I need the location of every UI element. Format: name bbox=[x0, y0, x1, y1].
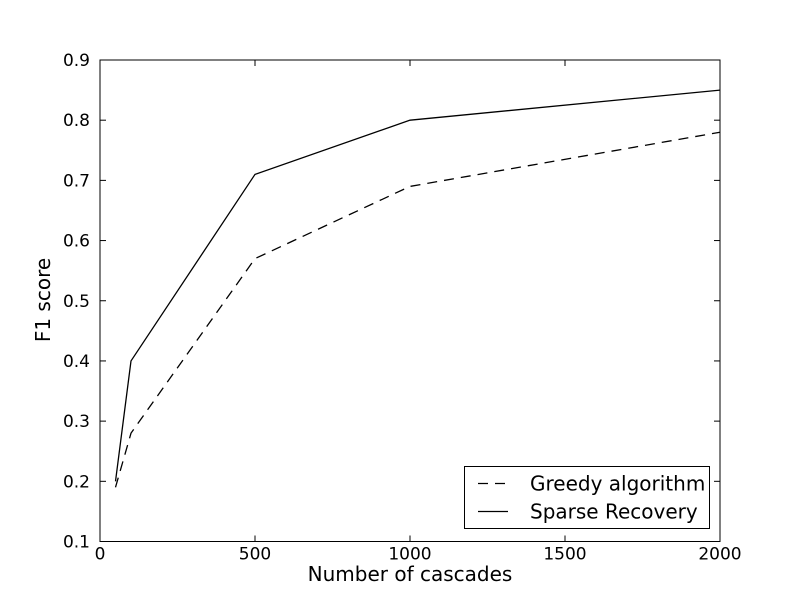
y-tick-label: 0.9 bbox=[63, 51, 90, 71]
x-tick-label: 500 bbox=[239, 545, 271, 565]
y-tick-label: 0.1 bbox=[63, 533, 90, 553]
y-tick-label: 0.5 bbox=[63, 292, 90, 312]
legend-box bbox=[464, 466, 710, 529]
series-line-greedy-algorithm bbox=[114, 131, 721, 488]
axes: 0 500 1000 1500 2000 0.1 0.2 0.3 0.4 0.5 0.6 0.7 0.8… bbox=[63, 51, 742, 565]
y-tick-label: 0.3 bbox=[63, 412, 90, 432]
x-tick-label: 2000 bbox=[698, 545, 741, 565]
y-tick-label: 0.8 bbox=[63, 111, 90, 131]
x-tick-label: 0 bbox=[95, 545, 106, 565]
legend-label: Greedy algorithm bbox=[530, 472, 705, 496]
y-tick-label: 0.2 bbox=[63, 472, 90, 492]
y-axis-label: F1 score bbox=[31, 258, 55, 342]
legend: Greedy algorithm Sparse Recovery bbox=[464, 466, 710, 529]
data-series bbox=[114, 89, 721, 488]
y-tick-label: 0.7 bbox=[63, 171, 90, 191]
x-axis-label: Number of cascades bbox=[308, 562, 513, 586]
x-tick-label: 1000 bbox=[388, 545, 431, 565]
y-tick-label: 0.4 bbox=[63, 352, 90, 372]
x-tick-label: 1500 bbox=[543, 545, 586, 565]
series-line-sparse-recovery bbox=[114, 89, 721, 482]
y-tick-label: 0.6 bbox=[63, 232, 90, 252]
legend-label: Sparse Recovery bbox=[530, 500, 698, 524]
